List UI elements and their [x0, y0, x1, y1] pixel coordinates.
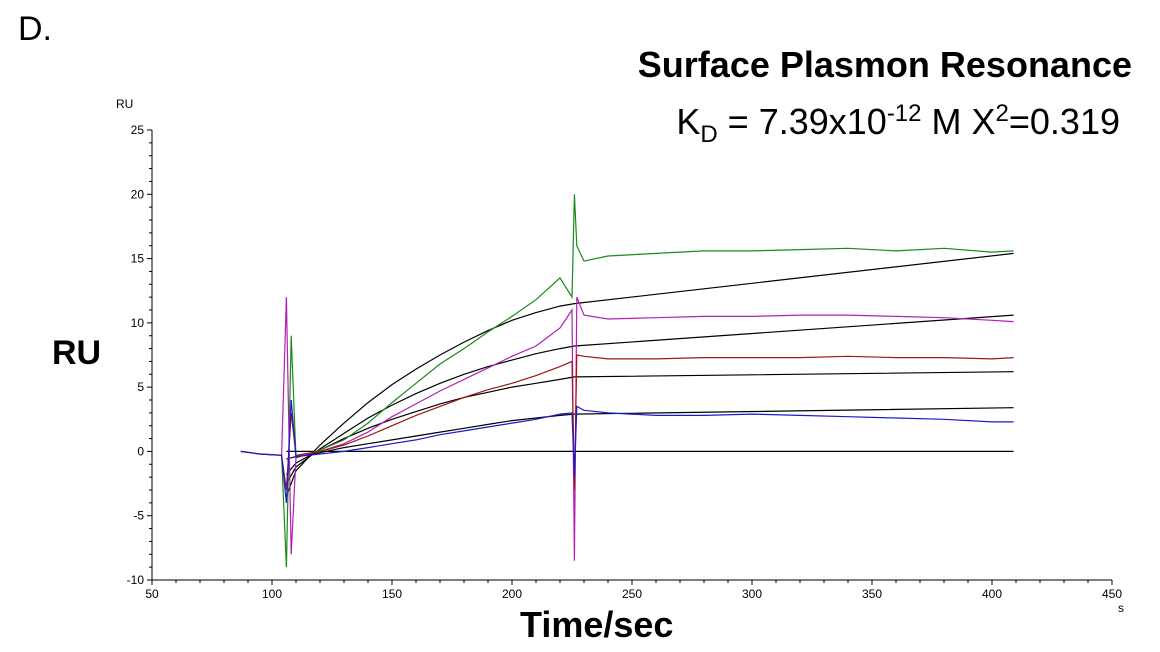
- fit-curve-3: [285, 371, 1014, 475]
- x-tick-label: 450: [1102, 587, 1122, 601]
- kd-sub: D: [700, 121, 718, 149]
- x-unit-label: s: [1118, 601, 1124, 615]
- x-tick-label: 300: [742, 587, 762, 601]
- y-unit-label: RU: [116, 97, 133, 111]
- y-axis-label-big: RU: [52, 334, 102, 372]
- x-tick-label: 200: [502, 587, 522, 601]
- kd-middle: = 7.39x10: [717, 101, 887, 142]
- fit-curve-2: [285, 314, 1014, 484]
- x-tick-label: 250: [622, 587, 642, 601]
- panel-label: D.: [18, 10, 52, 48]
- y-tick-label: -10: [127, 573, 145, 587]
- y-tick-label: 15: [131, 252, 145, 266]
- x-tick-label: 350: [862, 587, 882, 601]
- y-tick-label: 20: [131, 187, 145, 201]
- y-tick-label: 10: [131, 316, 145, 330]
- kd-exp: -12: [886, 100, 922, 127]
- chart-title: Surface Plasmon Resonance: [637, 44, 1132, 85]
- x-tick-label: 100: [262, 587, 282, 601]
- series-green: [240, 194, 1014, 568]
- kd-unit: M X: [921, 101, 996, 142]
- series-blue: [240, 399, 1014, 503]
- x-axis-label-big: Time/sec: [520, 604, 674, 645]
- fit-curve-1: [285, 252, 1014, 497]
- chi-exp: 2: [995, 100, 1009, 127]
- x-tick-label: 150: [382, 587, 402, 601]
- x-tick-label: 400: [982, 587, 1002, 601]
- y-tick-label: 0: [137, 444, 144, 458]
- series-purple: [240, 296, 1014, 561]
- kd-prefix: K: [676, 101, 701, 142]
- series-red: [240, 354, 1014, 491]
- y-tick-label: 25: [131, 123, 145, 137]
- y-tick-label: -5: [133, 509, 144, 523]
- chart-subtitle-kd: KD = 7.39x10-12 M X2=0.319: [676, 100, 1120, 149]
- x-tick-label: 50: [145, 587, 159, 601]
- chi-val: =0.319: [1008, 101, 1120, 142]
- y-tick-label: 5: [137, 380, 144, 394]
